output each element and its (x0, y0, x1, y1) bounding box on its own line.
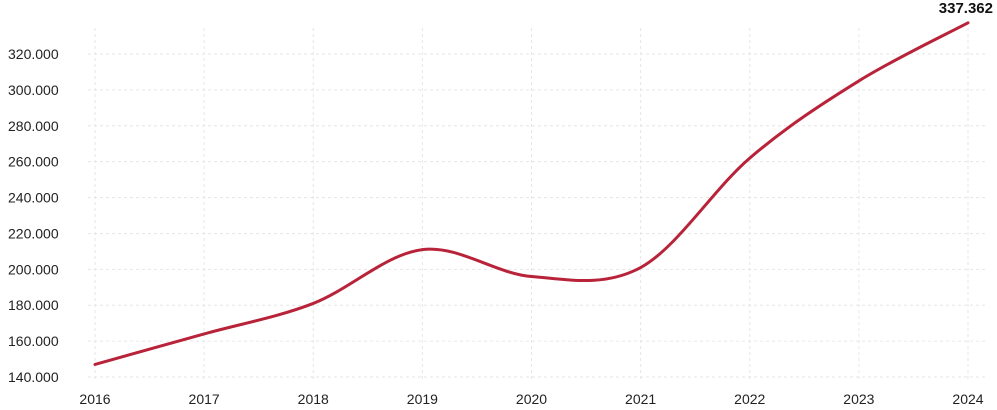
y-tick-label: 180.000 (8, 297, 59, 313)
x-tick-label: 2018 (298, 391, 329, 407)
y-tick-label: 260.000 (8, 154, 59, 170)
y-tick-label: 320.000 (8, 46, 59, 62)
x-tick-label: 2019 (407, 391, 438, 407)
series-line (93, 21, 970, 366)
y-tick-label: 200.000 (8, 261, 59, 277)
x-tick-label: 2017 (189, 391, 220, 407)
y-tick-label: 220.000 (8, 225, 59, 241)
series-layer (93, 21, 970, 366)
y-tick-label: 300.000 (8, 82, 59, 98)
grid (88, 28, 985, 381)
y-tick-label: 280.000 (8, 118, 59, 134)
x-tick-label: 2021 (625, 391, 656, 407)
x-axis: 2016 2017 2018 2019 2020 2021 2022 2023 2024 (79, 391, 983, 407)
data-labels: 337.362 (939, 0, 993, 17)
y-tick-label: 140.000 (8, 369, 59, 385)
data-label: 337.362 (939, 0, 993, 17)
x-tick-label: 2024 (952, 391, 983, 407)
x-tick-label: 2023 (843, 391, 874, 407)
x-tick-label: 2022 (734, 391, 765, 407)
x-tick-label: 2020 (516, 391, 547, 407)
y-tick-label: 240.000 (8, 190, 59, 206)
y-tick-label: 160.000 (8, 333, 59, 349)
y-axis: 140.000 160.000 180.000 200.000 220.000 240.0… (8, 46, 59, 385)
x-tick-label: 2016 (79, 391, 110, 407)
